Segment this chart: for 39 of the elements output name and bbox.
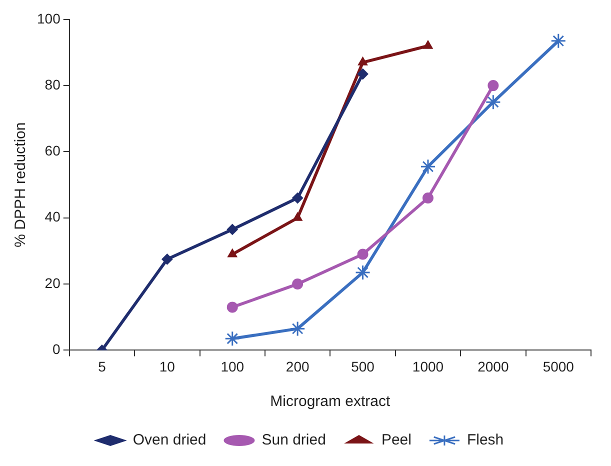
point (224, 330, 240, 346)
y-tick-label: 60 (44, 142, 61, 159)
y-tick-label: 20 (44, 274, 61, 291)
x-axis-title: Microgram extract (270, 393, 392, 410)
point (226, 224, 238, 235)
point (420, 158, 436, 174)
point (292, 192, 304, 204)
point (292, 212, 302, 221)
x-tick-label: 5 (98, 358, 106, 374)
legend-label: Flesh (466, 432, 504, 449)
point (290, 320, 306, 336)
y-tick-label: 80 (44, 76, 61, 92)
point (162, 254, 173, 265)
x-tick-label: 500 (351, 358, 375, 374)
x-tick-label: 200 (286, 358, 310, 374)
y-tick-label: 0 (52, 341, 61, 358)
point (358, 56, 368, 66)
x-tick-label: 5000 (542, 358, 574, 374)
y-tick-label: 100 (37, 10, 61, 26)
point (355, 264, 371, 280)
point (485, 94, 501, 110)
point (488, 80, 499, 92)
x-tick-label: 1000 (412, 358, 444, 374)
point (422, 192, 434, 204)
x-tick-label: 10 (159, 358, 176, 374)
point (228, 248, 238, 258)
legend-label: Peel (381, 432, 412, 449)
point (550, 33, 566, 49)
legend-label: Sun dried (262, 432, 326, 449)
point (423, 40, 433, 49)
point (292, 278, 304, 290)
point (357, 68, 368, 80)
x-tick-label: 100 (220, 358, 244, 374)
y-axis-title: % DPPH reduction (12, 122, 30, 248)
y-tick-label: 40 (44, 208, 61, 225)
legend-label: Oven dried (132, 432, 206, 449)
point (226, 302, 238, 313)
x-tick-label: 2000 (478, 358, 509, 374)
point (357, 248, 368, 260)
